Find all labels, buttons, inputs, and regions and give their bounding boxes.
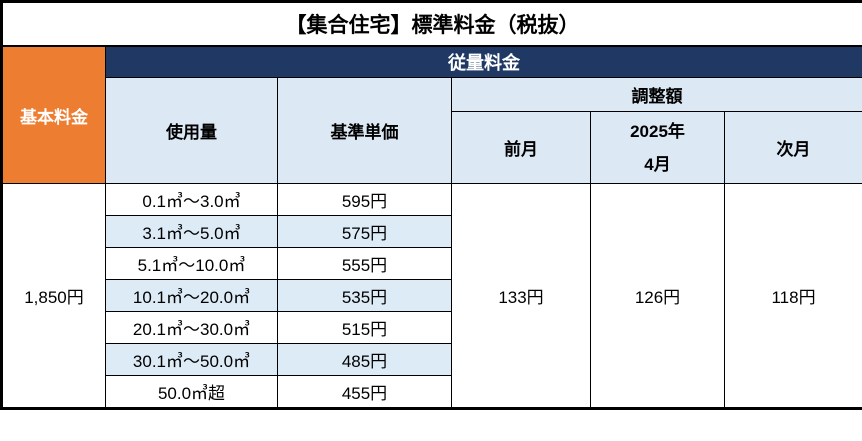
tier-range: 50.0㎥超 — [105, 375, 278, 409]
usage-column-header: 使用量 — [105, 77, 278, 184]
adjustment-prev-month-value: 133円 — [451, 183, 591, 409]
adjustment-prev-month-header: 前月 — [451, 111, 591, 184]
tier-range: 3.1㎥～5.0㎥ — [105, 215, 278, 248]
rate-table: 【集合住宅】標準料金（税抜） 基本料金 従量料金 使用量 基準単価 調整額 前月… — [0, 0, 862, 410]
volumetric-charge-header: 従量料金 — [104, 45, 862, 78]
basic-charge-header: 基本料金 — [1, 45, 106, 184]
header-row-3: 前月 2025年 4月 次月 — [2, 111, 862, 184]
adjustment-header: 調整額 — [450, 77, 862, 112]
tier-price: 595円 — [277, 183, 452, 216]
title-row: 【集合住宅】標準料金（税抜） — [0, 1, 862, 47]
page-title: 【集合住宅】標準料金（税抜） — [0, 1, 862, 47]
tier-row: 30.1㎥～50.0㎥ 485円 — [2, 343, 862, 376]
adjustment-current-month-year: 2025年 — [630, 121, 685, 141]
tier-row: 1,850円 0.1㎥～3.0㎥ 595円 133円 126円 118円 — [1, 183, 862, 409]
tier-range: 30.1㎥～50.0㎥ — [105, 343, 278, 376]
tier-price: 555円 — [277, 247, 452, 280]
adjustment-next-month-value: 118円 — [723, 183, 862, 409]
adjustment-current-month-header: 2025年 4月 — [590, 111, 725, 184]
tier-range: 5.1㎥～10.0㎥ — [105, 247, 278, 280]
tier-row: 5.1㎥～10.0㎥ 555円 — [2, 247, 862, 280]
tier-range: 10.1㎥～20.0㎥ — [105, 279, 278, 312]
basic-charge-value: 1,850円 — [1, 183, 106, 409]
adjustment-current-month-month: 4月 — [644, 154, 671, 174]
adjustment-current-month-value: 126円 — [590, 183, 725, 409]
tier-row: 20.1㎥～30.0㎥ 515円 — [2, 311, 862, 344]
adjustment-next-month-header: 次月 — [723, 111, 862, 184]
tier-price: 455円 — [277, 375, 452, 409]
tier-price: 575円 — [277, 215, 452, 248]
tier-row: 50.0㎥超 455円 — [2, 375, 862, 409]
unit-price-column-header: 基準単価 — [277, 77, 452, 184]
header-row-1: 基本料金 従量料金 — [1, 45, 862, 184]
tier-range: 0.1㎥～3.0㎥ — [105, 183, 278, 216]
tier-range: 20.1㎥～30.0㎥ — [105, 311, 278, 344]
tier-price: 515円 — [277, 311, 452, 344]
tier-row: 3.1㎥～5.0㎥ 575円 — [2, 215, 862, 248]
header-row-2: 使用量 基準単価 調整額 — [2, 77, 862, 184]
tier-price: 535円 — [277, 279, 452, 312]
tier-price: 485円 — [277, 343, 452, 376]
